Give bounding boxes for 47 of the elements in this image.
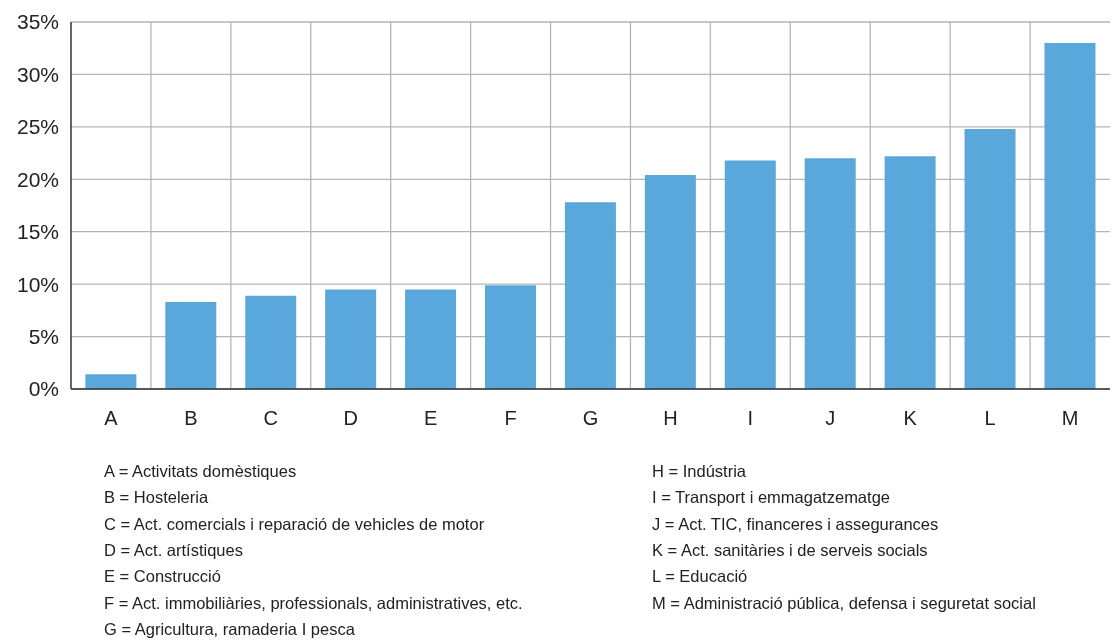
bar <box>804 158 856 389</box>
x-tick-label: D <box>343 407 358 430</box>
x-tick-label: F <box>504 407 517 430</box>
y-tick-label: 0% <box>28 377 59 401</box>
bar <box>964 128 1016 389</box>
bar <box>884 156 936 389</box>
bar <box>85 374 137 389</box>
x-tick-label: C <box>263 407 279 430</box>
bar <box>644 175 696 389</box>
x-tick-label: G <box>582 407 599 430</box>
bar <box>564 202 616 389</box>
text: G = Agricultura, ramaderia I pesca <box>104 618 355 640</box>
x-tick-label: M <box>1061 407 1079 430</box>
bar <box>405 289 457 389</box>
bar <box>485 285 536 389</box>
y-tick-label: 15% <box>16 220 59 244</box>
y-tick-label: 20% <box>16 167 59 191</box>
bar <box>325 289 377 389</box>
x-tick-label: J <box>825 407 836 430</box>
text: D = Act. artístiques <box>104 539 243 561</box>
text: C = Act. comercials i reparació de vehicles de motor <box>104 513 485 535</box>
bar <box>1044 42 1096 389</box>
x-tick-label: A <box>104 407 119 430</box>
text: K = Act. sanitàries i de serveis socials <box>652 539 928 561</box>
text: E = Construcció <box>104 566 221 588</box>
text: L = Educació <box>652 566 748 588</box>
y-tick-label: 10% <box>16 272 59 296</box>
text: B = Hosteleria <box>104 487 209 509</box>
text: J = Act. TIC, financeres i assegurances <box>652 513 939 535</box>
x-tick-label: E <box>423 407 438 430</box>
x-tick-label: L <box>984 407 996 430</box>
y-tick-label: 5% <box>28 325 59 349</box>
bar <box>245 295 297 389</box>
x-tick-label: B <box>184 407 198 430</box>
text: A = Activitats domèstiques <box>104 461 297 482</box>
text: I = Transport i emmagatzematge <box>652 487 890 509</box>
bar <box>724 160 776 389</box>
bar <box>165 301 217 389</box>
x-tick-label: I <box>747 407 754 430</box>
text: F = Act. immobiliàries, professionals, administratives, etc. <box>104 592 523 614</box>
y-tick-label: 35% <box>16 10 59 34</box>
y-tick-label: 25% <box>16 115 59 139</box>
text: H = Indústria <box>652 461 747 482</box>
text: M = Administració pública, defensa i seguretat social <box>652 592 1036 614</box>
y-tick-label: 30% <box>16 62 59 86</box>
x-tick-label: H <box>663 407 678 430</box>
x-tick-label: K <box>903 407 918 430</box>
